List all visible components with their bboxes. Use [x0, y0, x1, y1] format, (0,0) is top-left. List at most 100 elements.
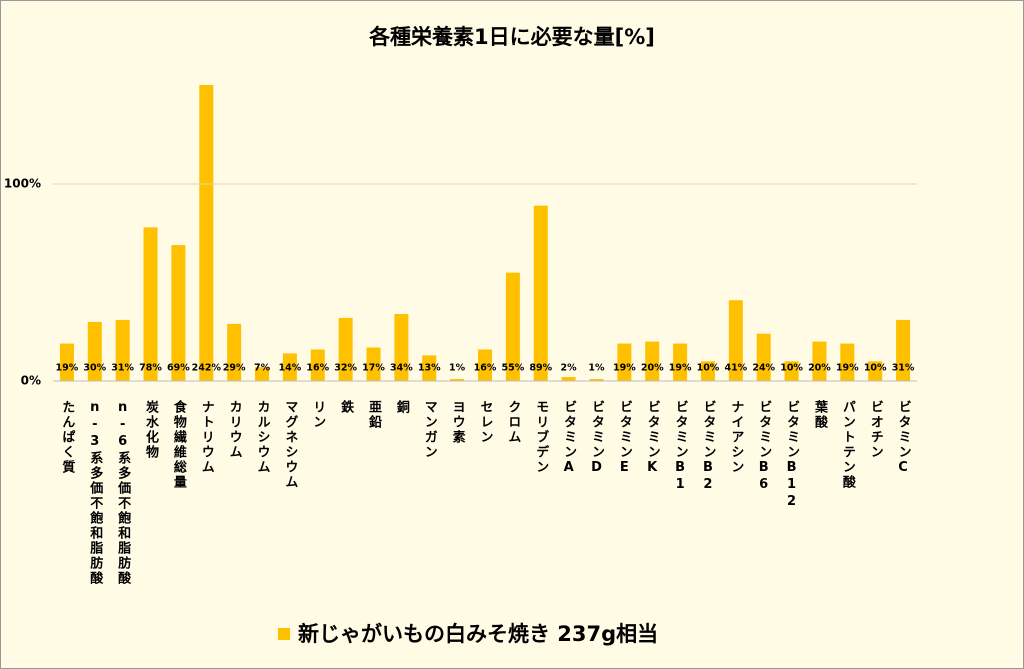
- data-label: 14%: [279, 363, 302, 374]
- x-tick-label: カリウム: [227, 400, 243, 460]
- data-label: 7%: [254, 363, 271, 374]
- bar: [422, 355, 437, 381]
- data-label: 10%: [780, 363, 803, 374]
- data-label: 10%: [697, 363, 720, 374]
- x-tick-label: ヨウ素: [450, 400, 466, 445]
- data-label: 19%: [836, 363, 859, 374]
- x-tick-label: リン: [310, 400, 325, 430]
- x-tick-label: パントテン酸: [840, 400, 856, 490]
- x-tick-label: n-6系多価不飽和脂肪酸: [115, 400, 132, 586]
- data-label: 29%: [223, 363, 246, 374]
- x-tick-label: クロム: [505, 400, 521, 445]
- x-tick-label: セレン: [478, 400, 494, 445]
- data-label: 16%: [474, 363, 497, 374]
- data-label: 30%: [83, 363, 106, 374]
- data-label: 242%: [192, 363, 222, 374]
- bar: [812, 341, 827, 381]
- bar: [673, 343, 688, 381]
- bar: [87, 321, 102, 381]
- bar: [115, 319, 130, 381]
- bar: [840, 343, 855, 381]
- x-tick-label: ビタミンA: [561, 400, 577, 477]
- data-label: 10%: [864, 363, 887, 374]
- x-tick-label: ビタミンD: [589, 400, 605, 477]
- bar: [338, 317, 353, 381]
- data-label: 20%: [808, 363, 831, 374]
- x-tick-label: カルシウム: [255, 400, 271, 475]
- bar: [617, 343, 632, 381]
- y-tick-label: 100%: [4, 177, 41, 191]
- bar: [310, 349, 325, 381]
- legend-swatch: [278, 628, 290, 640]
- chart-title: 各種栄養素1日に必要な量[%]: [368, 25, 655, 49]
- data-label: 1%: [449, 363, 466, 374]
- data-label: 69%: [167, 363, 190, 374]
- data-label: 19%: [669, 363, 692, 374]
- bar: [282, 353, 297, 381]
- data-label: 16%: [306, 363, 329, 374]
- x-tick-label: マンガン: [422, 400, 438, 460]
- data-label: 19%: [613, 363, 636, 374]
- data-label: 1%: [588, 363, 605, 374]
- data-label: 34%: [390, 363, 413, 374]
- bar: [868, 361, 883, 381]
- x-tick-label: ビタミンB2: [700, 400, 716, 494]
- x-tick-label: ビタミンK: [645, 400, 661, 477]
- x-tick-label: モリブデン: [533, 400, 548, 475]
- legend-label: 新じゃがいもの白みそ焼き 237g相当: [298, 622, 658, 646]
- data-label: 13%: [418, 363, 441, 374]
- x-tick-label: ビタミンB12: [784, 400, 800, 511]
- x-tick-label: 銅: [394, 399, 410, 415]
- data-label: 17%: [362, 363, 385, 374]
- data-label: 20%: [641, 363, 664, 374]
- data-label: 31%: [111, 363, 134, 374]
- bar: [896, 319, 911, 381]
- bar: [171, 245, 186, 381]
- bar: [533, 205, 548, 381]
- x-tick-label: n-3系多価不飽和脂肪酸: [87, 400, 104, 586]
- bar: [394, 314, 409, 381]
- x-tick-label: 食物繊維総量: [171, 399, 187, 490]
- x-tick-label: 炭水化物: [143, 399, 159, 460]
- bar: [505, 272, 520, 381]
- bar: [143, 227, 158, 381]
- bar: [589, 379, 604, 381]
- bar: [59, 343, 74, 381]
- x-tick-label: マグネシウム: [282, 400, 298, 490]
- data-label: 2%: [561, 363, 578, 374]
- x-tick-label: 鉄: [338, 399, 354, 415]
- y-tick-label: 0%: [21, 374, 41, 388]
- data-label: 31%: [892, 363, 915, 374]
- data-label: 19%: [56, 363, 79, 374]
- x-tick-label: ビタミンC: [896, 400, 912, 477]
- data-label: 78%: [139, 363, 162, 374]
- bar: [227, 323, 242, 381]
- plot-area: [59, 85, 911, 381]
- bar: [728, 300, 743, 381]
- bar: [700, 361, 715, 381]
- bar: [478, 349, 492, 381]
- x-tick-label: 葉酸: [812, 399, 829, 430]
- bar: [199, 85, 214, 381]
- bar: [756, 333, 771, 381]
- bar: [561, 377, 576, 381]
- data-label: 24%: [752, 363, 775, 374]
- x-tick-label: ビタミンB1: [673, 400, 689, 494]
- x-tick-label: 亜鉛: [366, 400, 382, 430]
- x-tick-label: ナイアシン: [728, 400, 744, 475]
- x-tick-label: たんぱく質: [59, 400, 75, 475]
- x-tick-label: ビタミンB6: [756, 400, 772, 494]
- data-label: 89%: [529, 363, 552, 374]
- bar: [366, 347, 381, 381]
- bar: [450, 379, 465, 381]
- bar: [784, 361, 799, 381]
- data-label: 55%: [501, 363, 524, 374]
- x-tick-label: ビオチン: [868, 400, 884, 460]
- bar: [255, 367, 270, 381]
- bar: [645, 341, 660, 381]
- x-tick-label: ナトリウム: [199, 400, 215, 475]
- data-label: 41%: [724, 363, 747, 374]
- x-tick-label: ビタミンE: [617, 400, 633, 477]
- data-label: 32%: [334, 363, 357, 374]
